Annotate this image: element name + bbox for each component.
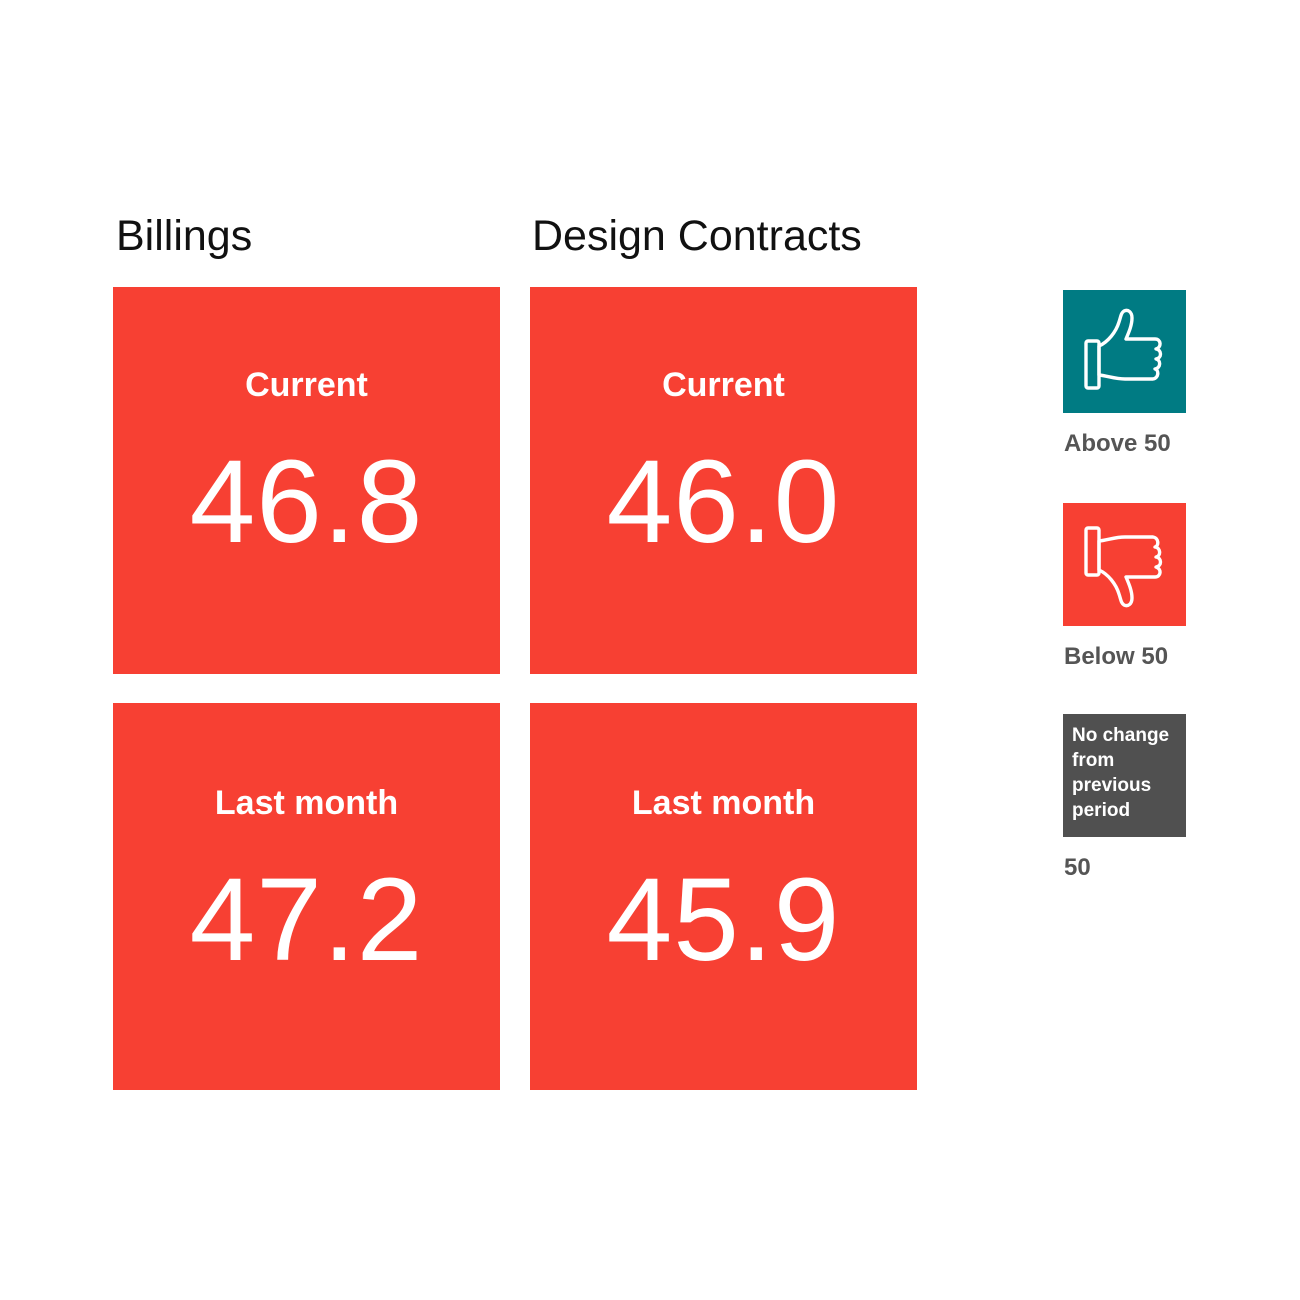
billings-last-month-value: 47.2	[189, 854, 424, 986]
below-50-swatch	[1063, 503, 1186, 626]
billings-title: Billings	[116, 212, 253, 260]
billings-last-month-label: Last month	[214, 784, 399, 822]
billings-current-label: Current	[245, 366, 368, 404]
billings-current-tile: Current 46.8	[113, 287, 500, 674]
design-contracts-last-month-label: Last month	[631, 784, 816, 822]
thumbs-up-icon	[1084, 308, 1163, 390]
design-contracts-last-month-tile: Last month 45.9	[530, 703, 917, 1090]
above-50-swatch	[1063, 290, 1186, 413]
thumbs-down-icon	[1084, 526, 1163, 608]
no-change-swatch: No change from previous period	[1063, 714, 1186, 837]
above-50-label: Above 50	[1064, 430, 1171, 457]
below-50-label: Below 50	[1064, 643, 1169, 670]
design-contracts-current-label: Current	[662, 366, 785, 404]
no-change-label: 50	[1064, 854, 1091, 881]
design-contracts-last-month-value: 45.9	[606, 854, 841, 986]
design-contracts-current-value: 46.0	[606, 436, 841, 568]
design-contracts-current-tile: Current 46.0	[530, 287, 917, 674]
design-contracts-title: Design Contracts	[532, 212, 862, 260]
billings-last-month-tile: Last month 47.2	[113, 703, 500, 1090]
billings-current-value: 46.8	[189, 436, 424, 568]
no-change-text: No change from previous period	[1072, 725, 1170, 821]
